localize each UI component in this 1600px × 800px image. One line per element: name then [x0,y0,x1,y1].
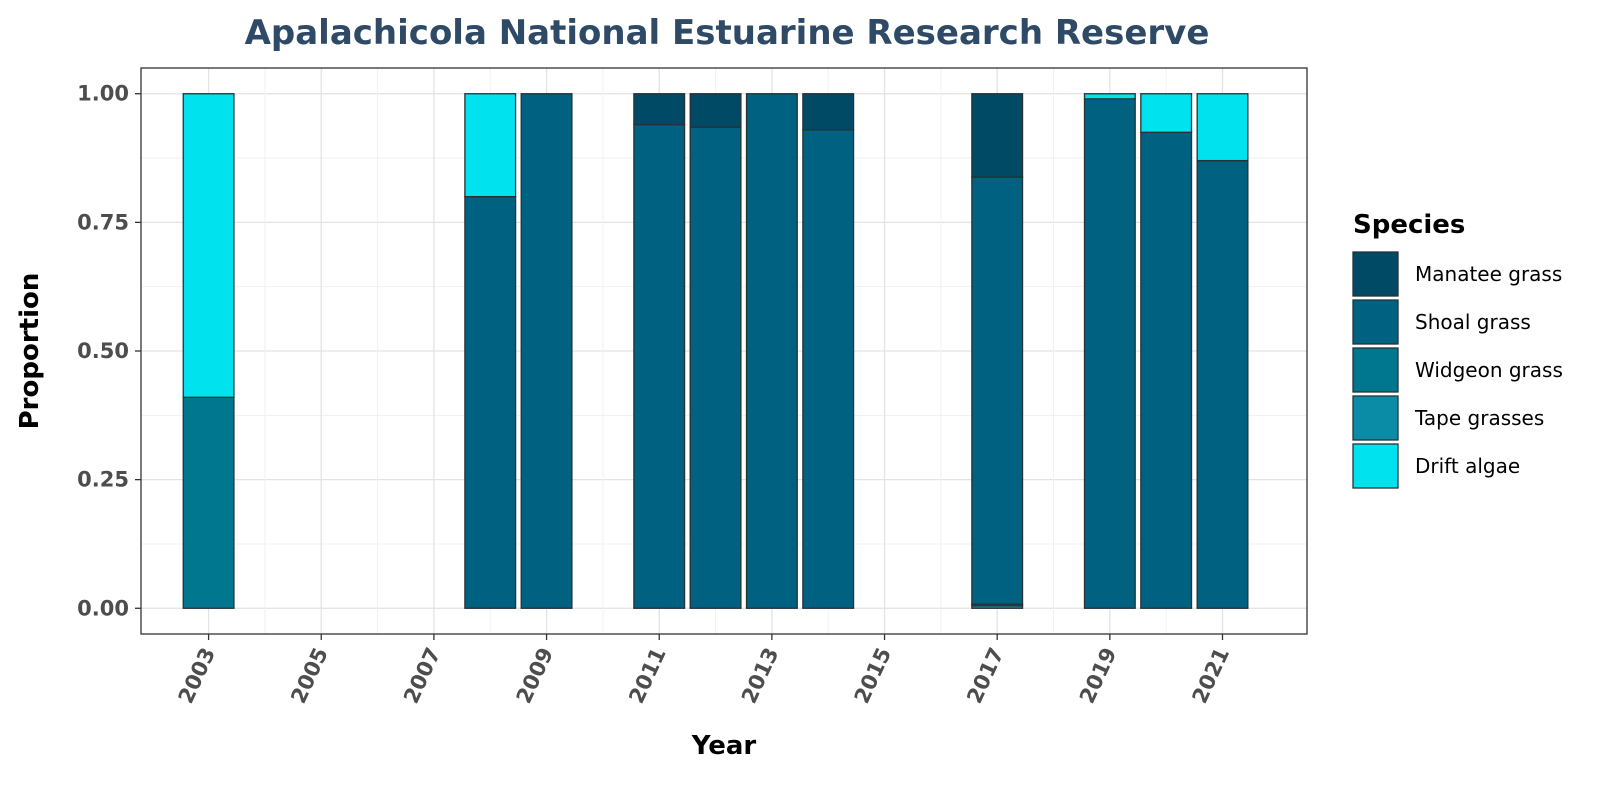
x-tick-label: 2017 [962,644,1008,707]
y-axis-title: Proportion [15,273,45,430]
bar-segment [802,93,855,131]
bar-segment [689,126,742,609]
bar-segment [633,123,686,609]
bar-segment [1196,93,1249,162]
bar-segment [1140,131,1193,609]
legend-label: Shoal grass [1415,310,1531,334]
legend-key [1352,251,1399,297]
bar-segment [464,93,517,198]
bars [182,93,1249,609]
legend-key [1352,443,1399,489]
bar-segment [1196,159,1249,609]
bar-segment [802,129,855,609]
bar-segment [971,176,1024,605]
y-tick-label: 0.00 [77,596,129,620]
bar-segment [689,93,742,128]
x-tick-label: 2011 [624,644,670,707]
y-tick-label: 0.75 [77,210,129,234]
legend-label: Widgeon grass [1415,358,1563,382]
x-tick-label: 2013 [737,644,783,707]
y-axis: 0.00 0.25 0.50 0.75 1.00 [77,82,141,620]
x-tick-label: 2007 [399,644,445,707]
legend-label: Tape grasses [1414,406,1544,430]
bar-segment [464,195,517,609]
bar-segment [633,93,686,126]
legend-label: Drift algae [1415,454,1520,478]
bar-segment [1083,93,1136,100]
x-axis-title: Year [691,731,757,761]
y-tick-label: 1.00 [77,82,129,106]
x-tick-label: 2003 [174,644,220,707]
x-tick-label: 2019 [1075,644,1121,707]
x-tick-label: 2009 [512,644,558,707]
legend-key [1352,395,1399,441]
bar-segment [182,93,235,398]
x-tick-label: 2021 [1188,644,1234,707]
chart-title: Apalachicola National Estuarine Research… [245,13,1210,53]
x-tick-label: 2015 [850,644,896,707]
x-axis: 2003 2005 2007 2009 2011 2013 2015 2017 2019 2021 [174,634,1234,707]
bar-segment [182,396,235,609]
bar-segment [1083,98,1136,609]
legend-title: Species [1353,210,1465,240]
y-tick-label: 0.25 [77,468,129,492]
legend-label: Manatee grass [1415,262,1562,286]
legend-key [1352,299,1399,345]
bar-segment [520,93,573,609]
legend-key [1352,347,1399,393]
bar-segment [745,93,798,609]
y-tick-label: 0.50 [77,339,129,363]
legend: Species Manatee grass Shoal grass Widgeon … [1352,210,1563,489]
bar-segment [971,93,1024,178]
x-tick-label: 2005 [286,644,332,707]
bar-segment [1140,93,1193,133]
